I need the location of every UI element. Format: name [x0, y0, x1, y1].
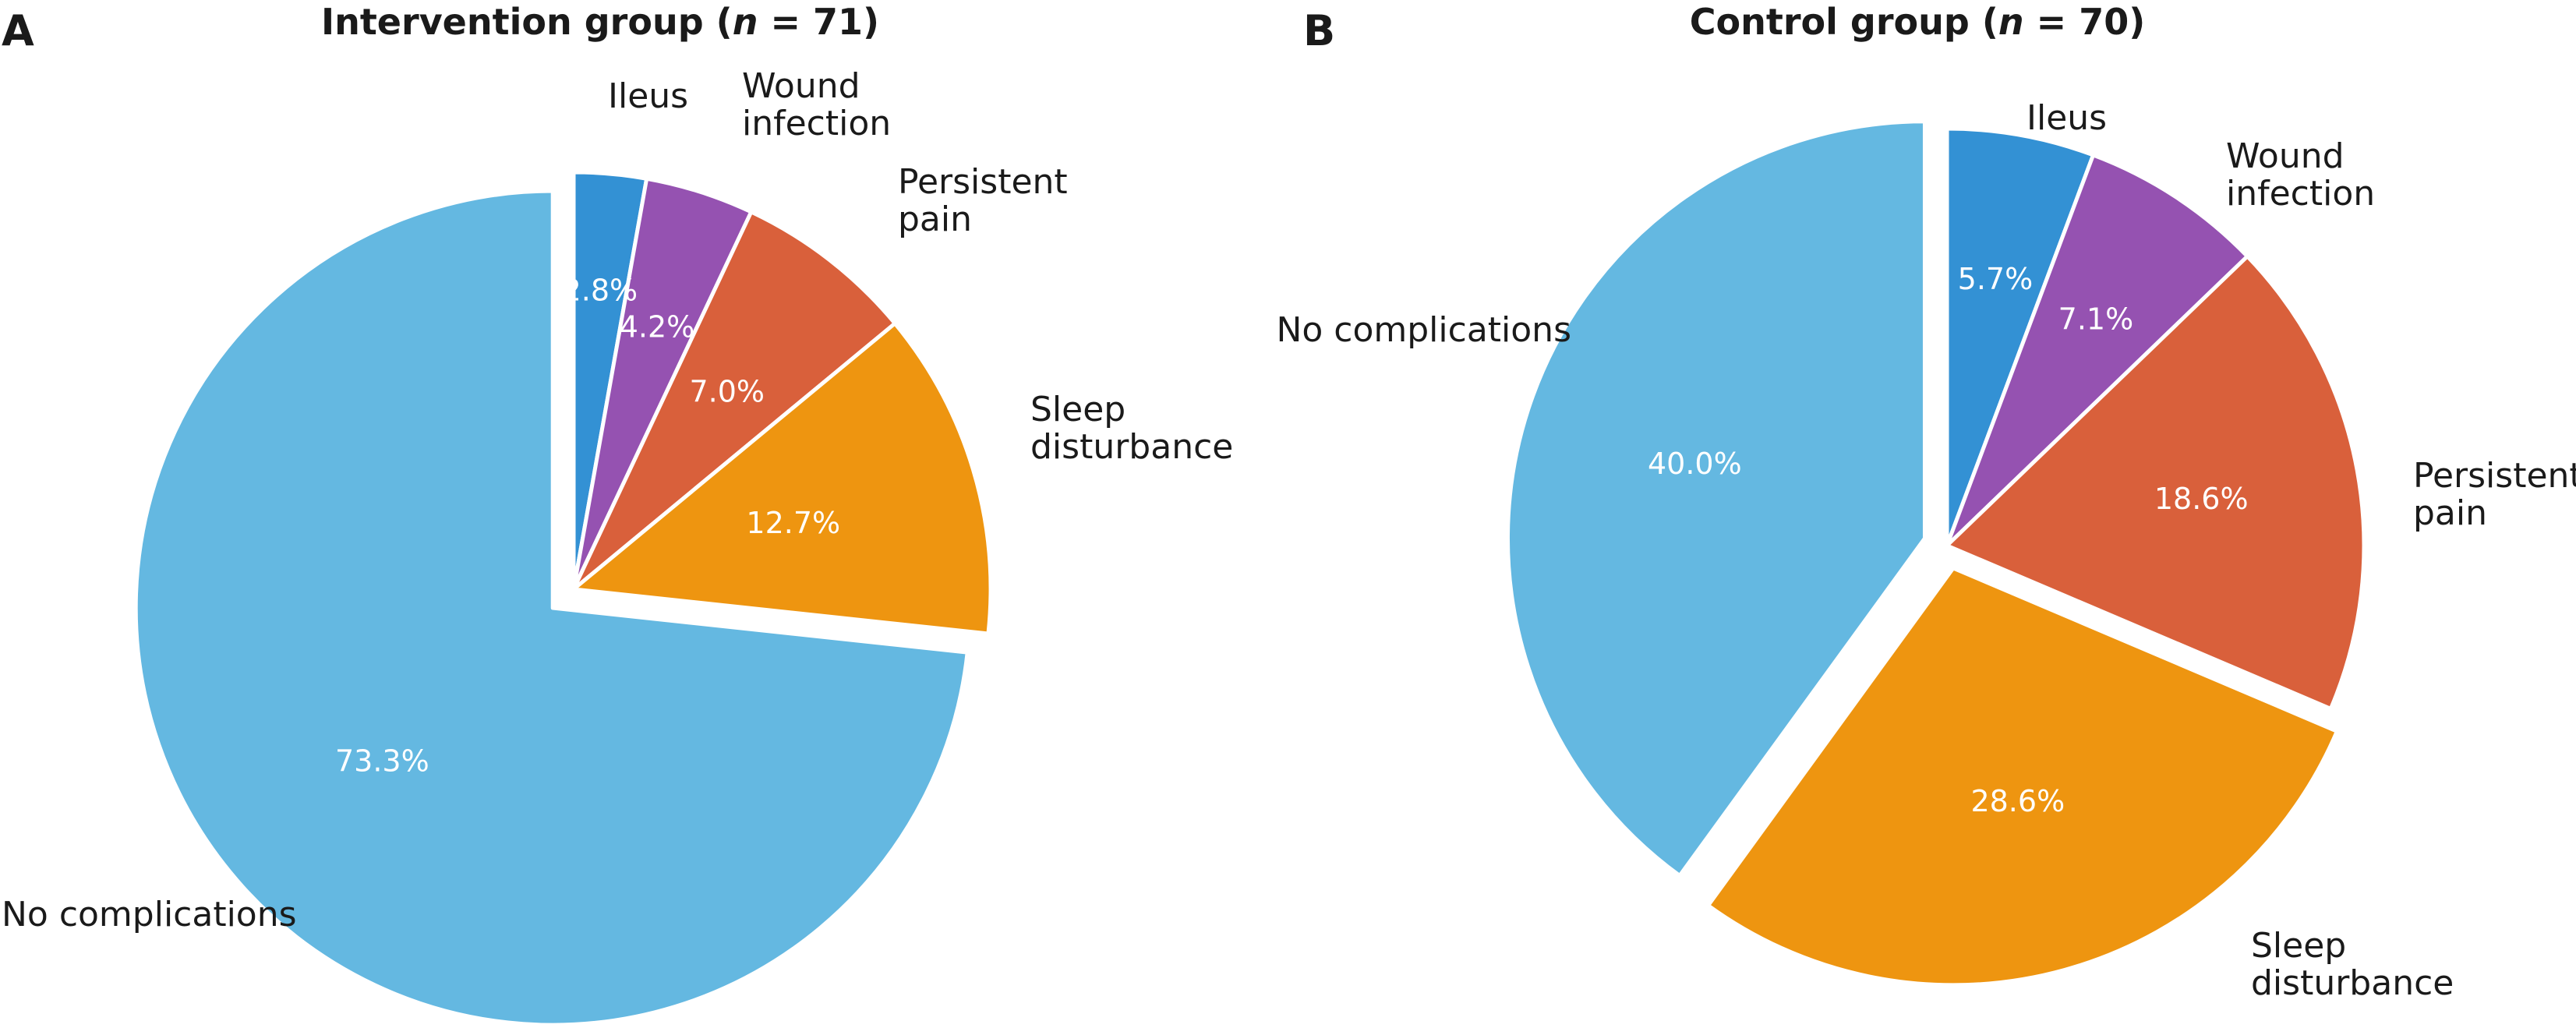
- pie-slice-sleep-disturbance: [571, 321, 993, 636]
- pie-category-label: Persistent pain: [2413, 456, 2576, 533]
- pie-percent-label: 18.6%: [2154, 482, 2249, 516]
- pie-slice-no-complications: [133, 189, 970, 1027]
- pie-percent-label: 4.2%: [620, 310, 695, 344]
- pie-percent-labels-intervention: 2.8%4.2% 7.0% 12.7% 73.3%: [335, 273, 840, 778]
- pie-category-label: No complications: [1276, 310, 1571, 350]
- pie-category-label: Sleep disturbance: [2251, 926, 2454, 1003]
- pie-slice-ileus: [1945, 126, 2096, 548]
- pie-slices-control: [1505, 119, 2366, 987]
- pie-slice-no-complications: [1505, 119, 1927, 878]
- pie-percent-labels-control: 5.7% 7.1% 18.6% 28.6% 40.0%: [1648, 262, 2249, 818]
- pie-category-label: Ileus: [2027, 98, 2107, 138]
- pie-category-label: Wound infection: [742, 66, 891, 143]
- pie-category-labels-control: Ileus Wound infection Persistent pain Sleep di…: [1276, 98, 2576, 1003]
- pie-category-label: Wound infection: [2226, 136, 2375, 214]
- pie-percent-label: 2.8%: [563, 273, 638, 307]
- pie-slice-sleep-disturbance: [1706, 566, 2339, 987]
- pie-chart-control: B Control group (n = 70) 5.7% 7.1% 18.6% 28…: [1276, 1, 2576, 1003]
- panel-letter-a: A: [2, 6, 34, 55]
- pie-percent-label: 7.1%: [2058, 302, 2134, 336]
- pie-category-label: Sleep disturbance: [1030, 390, 1233, 467]
- pie-chart-intervention: A Intervention group (n = 71) 2.8%4.2% 7.…: [2, 1, 1233, 1027]
- pie-category-label: Ileus: [608, 76, 688, 116]
- pie-percent-label: 5.7%: [1958, 262, 2034, 296]
- pie-category-label: No complications: [2, 895, 297, 934]
- pie-slice-persistent-pain: [571, 210, 897, 592]
- pie-slice-persistent-pain: [1945, 254, 2366, 711]
- pie-percent-label: 12.7%: [746, 506, 840, 540]
- chart-title-control: Control group (n = 70): [1690, 1, 2145, 43]
- pie-slice-wound-infection: [1945, 153, 2249, 548]
- chart-title-intervention: Intervention group (n = 71): [321, 1, 879, 43]
- pie-percent-label: 7.0%: [689, 374, 765, 408]
- pie-category-label: Persistent pain: [898, 162, 1068, 239]
- pie-percent-label: 73.3%: [335, 744, 429, 779]
- pie-percent-label: 40.0%: [1648, 447, 1742, 481]
- pie-slices-intervention: [133, 170, 993, 1027]
- pie-percent-label: 28.6%: [1970, 784, 2065, 818]
- panel-letter-b: B: [1303, 6, 1335, 55]
